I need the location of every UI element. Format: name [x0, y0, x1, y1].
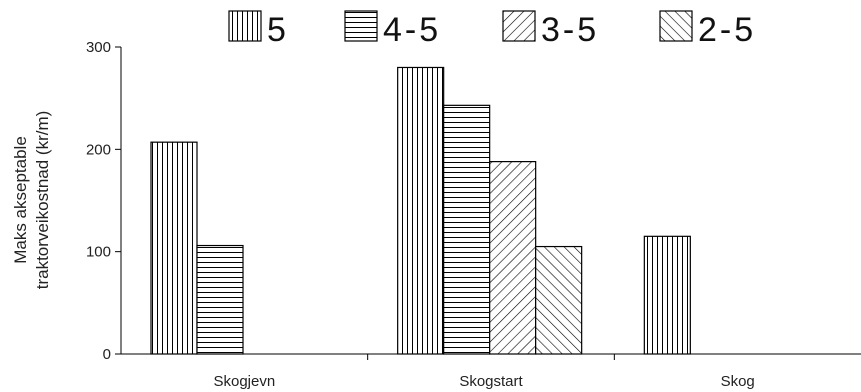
legend: 5 4-5 3-5 2-5 — [228, 10, 756, 49]
x-category-label: Skog — [721, 373, 755, 390]
y-tick-label: 200 — [86, 141, 111, 158]
legend-label: 5 — [267, 11, 289, 49]
y-axis-label-line-2: traktorveikostnad (kr/m) — [33, 111, 52, 290]
y-tick-label: 300 — [86, 39, 111, 56]
bar-skogjevn-4-5 — [196, 244, 244, 355]
legend-swatch — [659, 10, 693, 42]
x-category-label: Skogstart — [459, 373, 523, 390]
legend-swatch — [344, 10, 378, 42]
bar-skogjevn-5 — [150, 141, 198, 355]
bar-skogstart-3-5 — [489, 161, 537, 355]
legend-swatch — [228, 10, 262, 42]
legend-swatch — [502, 10, 536, 42]
bar-skogstart-2-5 — [535, 245, 583, 355]
bar-skogstart-4-5 — [443, 104, 491, 355]
labels: 0 100 200 300 Skogjevn Skogstart Skog — [86, 39, 755, 390]
y-tick-label: 0 — [103, 346, 111, 363]
legend-label: 2-5 — [698, 11, 756, 49]
legend-label: 4-5 — [383, 11, 441, 49]
bar-skog-5 — [643, 235, 691, 355]
x-category-label: Skogjevn — [213, 373, 275, 390]
y-axis-label-line-1: Maks akseptable — [11, 136, 30, 264]
y-tick-label: 100 — [86, 244, 111, 261]
legend-label: 3-5 — [541, 11, 599, 49]
bar-skogstart-5 — [397, 66, 445, 355]
bars — [150, 66, 691, 355]
